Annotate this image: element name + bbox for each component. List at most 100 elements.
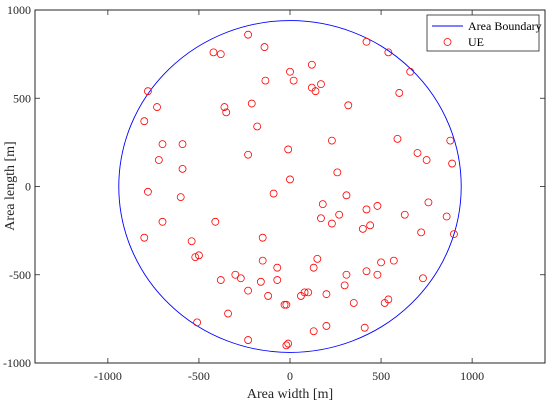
ue-point: [289, 76, 298, 85]
ue-point: [244, 150, 253, 159]
ue-point: [209, 48, 218, 57]
ue-point: [313, 254, 322, 263]
ue-point: [389, 256, 398, 265]
ue-point: [280, 300, 289, 309]
ue-point: [176, 193, 185, 201]
ue-point: [282, 300, 291, 309]
ue-point: [311, 87, 320, 96]
ue-point: [222, 108, 231, 117]
ue-point: [424, 198, 433, 207]
y-tick-label: 500: [13, 91, 31, 105]
ue-point: [273, 276, 282, 284]
ue-point: [446, 136, 455, 145]
ue-point: [193, 318, 202, 327]
ue-point: [297, 292, 305, 300]
y-tick-label: -1000: [3, 356, 31, 370]
ue-point: [413, 149, 422, 157]
legend-boundary-label: Area Boundary: [468, 19, 542, 33]
ue-point: [244, 336, 253, 344]
ue-point: [264, 292, 273, 300]
x-axis-ticks: -1000 -500 0 500 1000: [94, 10, 484, 383]
ue-point: [344, 101, 353, 110]
ue-point: [247, 99, 256, 108]
ue-point: [211, 217, 220, 226]
plot-area-background: [35, 10, 545, 363]
ue-point: [358, 224, 367, 233]
y-tick-label: 0: [25, 180, 31, 194]
ue-point: [384, 48, 393, 57]
legend: Area Boundary UE: [426, 14, 542, 52]
ue-point: [366, 221, 375, 230]
ue-point: [258, 233, 267, 242]
ue-point: [231, 270, 240, 279]
ue-point: [260, 43, 269, 51]
ue-point: [216, 276, 225, 284]
ue-point: [220, 103, 229, 111]
ue-point: [273, 263, 282, 272]
ue-point: [342, 191, 351, 200]
ue-point: [282, 341, 291, 350]
ue-point: [253, 122, 262, 131]
ue-point: [335, 210, 344, 219]
y-axis-label: Area length [m]: [3, 141, 18, 230]
ue-point: [158, 140, 167, 149]
ue-point: [269, 189, 278, 198]
ue-point: [178, 140, 187, 149]
ue-point: [360, 323, 369, 332]
ue-point: [307, 60, 316, 69]
x-tick-label: 1000: [460, 369, 484, 383]
ue-point: [340, 281, 349, 290]
ue-point: [195, 251, 203, 260]
ue-point: [187, 237, 196, 246]
ue-point: [216, 50, 225, 59]
ue-point: [349, 299, 358, 307]
ue-point: [144, 187, 152, 196]
ue-point: [327, 219, 336, 228]
ue-point: [140, 117, 149, 126]
ue-points-layer: [140, 30, 458, 350]
x-tick-label: 0: [287, 369, 293, 383]
ue-point: [178, 164, 187, 173]
ue-point: [362, 205, 371, 214]
ue-point: [286, 67, 294, 76]
ue-point: [224, 309, 232, 318]
ue-point: [322, 322, 331, 330]
ue-point: [400, 210, 409, 219]
ue-point: [154, 156, 163, 164]
x-tick-label: -1000: [94, 369, 122, 383]
ue-point: [309, 263, 318, 272]
ue-point: [395, 89, 404, 97]
ue-point: [286, 175, 294, 184]
legend-ue-label: UE: [468, 35, 484, 49]
ue-point: [258, 256, 267, 265]
area-boundary-circle: [118, 20, 462, 353]
ue-point: [380, 299, 389, 307]
ue-point: [144, 87, 152, 96]
ue-point: [362, 267, 371, 276]
ue-point: [373, 270, 382, 279]
ue-point: [342, 270, 351, 279]
ue-point: [256, 277, 265, 286]
ue-point: [236, 274, 245, 283]
ue-point: [406, 67, 415, 76]
ue-point: [322, 290, 331, 299]
ue-point: [417, 228, 426, 237]
ue-point: [442, 212, 451, 221]
ue-point: [244, 30, 253, 39]
ue-point: [318, 200, 327, 209]
ue-point: [284, 339, 293, 348]
x-tick-label: -500: [188, 369, 210, 383]
ue-point: [373, 202, 382, 210]
ue-point: [448, 159, 457, 168]
ue-point: [304, 288, 313, 297]
boundary-layer: [118, 20, 462, 353]
ue-point: [140, 233, 149, 242]
ue-point: [153, 103, 161, 111]
ue-point: [317, 214, 325, 223]
y-tick-label: -500: [9, 268, 31, 282]
legend-ue-swatch: [443, 38, 452, 46]
ue-point: [450, 230, 458, 239]
ue-point: [362, 37, 371, 46]
ue-point: [317, 80, 325, 89]
